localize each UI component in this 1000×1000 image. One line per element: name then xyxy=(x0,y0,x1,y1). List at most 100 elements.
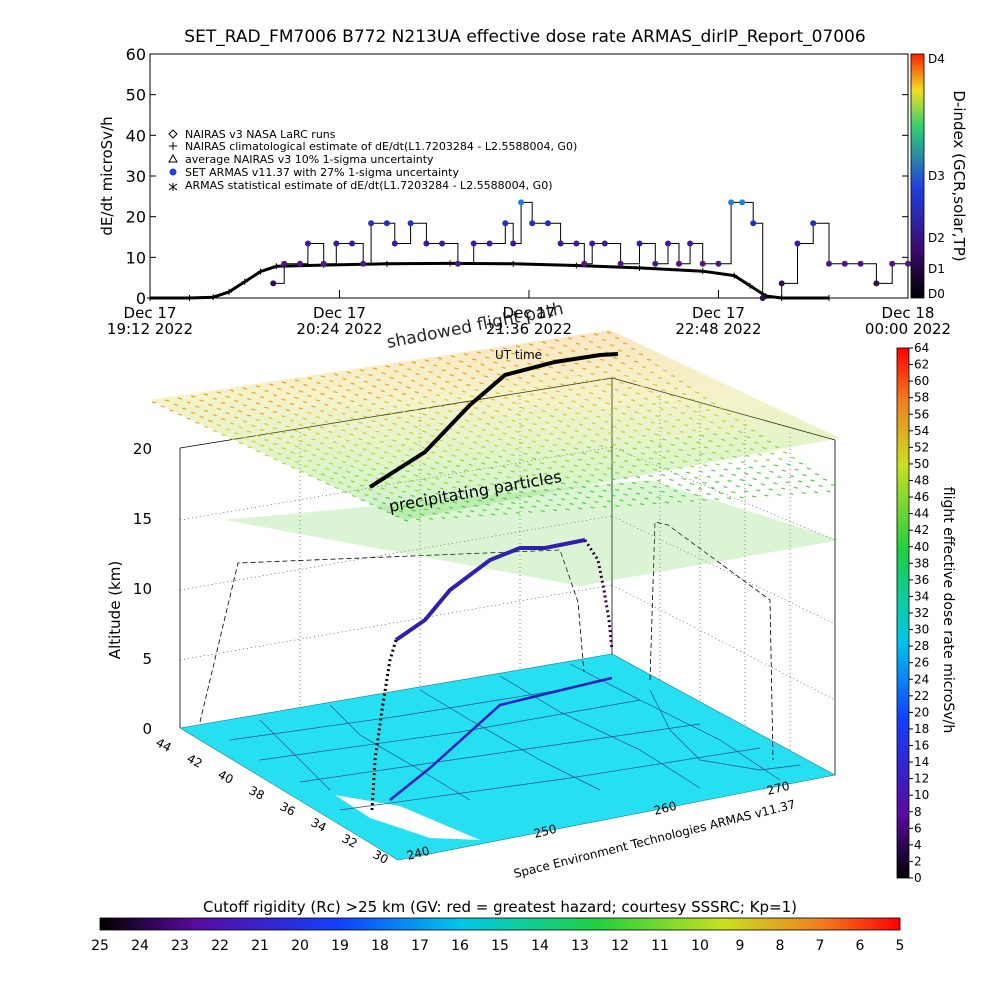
legend-label: NAIRAS climatological estimate of dE/dt(… xyxy=(185,140,577,153)
particle-mark xyxy=(472,441,478,444)
particle-mark xyxy=(648,474,653,477)
particle-mark xyxy=(710,402,716,405)
dose-tick-label: 62 xyxy=(914,358,929,372)
dose-tick-label: 12 xyxy=(914,772,929,786)
particle-mark xyxy=(324,420,329,423)
particle-mark xyxy=(677,399,682,402)
particle-mark xyxy=(298,390,304,393)
particle-mark xyxy=(418,402,423,405)
particle-mark xyxy=(773,464,779,467)
particle-mark xyxy=(674,387,679,390)
particle-mark xyxy=(693,410,698,413)
legend-label: ARMAS statistical estimate of dE/dt(L1.7… xyxy=(185,179,552,192)
particle-mark xyxy=(582,367,587,370)
particle-mark xyxy=(661,389,666,392)
particle-mark xyxy=(520,406,525,409)
particle-mark xyxy=(789,475,795,478)
particle-mark xyxy=(683,442,688,445)
particle-mark xyxy=(769,470,774,473)
particle-mark xyxy=(405,421,410,424)
particle-mark xyxy=(556,471,561,474)
dose-tick-label: 40 xyxy=(914,540,929,554)
particle-mark xyxy=(610,395,615,398)
particle-mark xyxy=(653,383,658,386)
particle-mark xyxy=(349,449,355,452)
particle-mark xyxy=(594,501,599,504)
particle-mark xyxy=(417,419,423,422)
particle-mark xyxy=(531,440,537,443)
particle-mark xyxy=(569,369,574,372)
particle-mark xyxy=(777,476,782,479)
particle-mark xyxy=(502,481,507,485)
particle-mark xyxy=(587,360,592,363)
particle-mark xyxy=(613,356,618,360)
nairas-point xyxy=(383,260,390,267)
nairas-point xyxy=(699,268,706,275)
particle-mark xyxy=(384,482,389,485)
particle-mark xyxy=(606,467,612,470)
particle-mark xyxy=(444,497,449,500)
particle-mark xyxy=(548,466,553,470)
particle-mark xyxy=(460,442,465,445)
particle-mark xyxy=(360,499,365,502)
armas-point xyxy=(715,260,722,267)
particle-mark xyxy=(452,486,457,489)
particle-mark xyxy=(485,456,490,459)
particle-mark xyxy=(818,484,823,487)
legend: NAIRAS v3 NASA LaRC runs NAIRAS climatol… xyxy=(168,128,577,192)
particle-mark xyxy=(682,392,687,396)
particle-mark xyxy=(349,433,355,436)
particle-mark xyxy=(337,384,343,387)
particle-mark xyxy=(556,454,562,458)
armas-point xyxy=(557,240,564,247)
particle-mark xyxy=(426,407,432,410)
particle-mark xyxy=(572,381,578,384)
dose-tick-label: 60 xyxy=(914,374,929,388)
particle-mark xyxy=(438,439,444,442)
particle-mark xyxy=(666,432,672,435)
dose-tick-label: 32 xyxy=(914,606,929,620)
nairas-point xyxy=(257,268,264,275)
armas-point xyxy=(841,260,848,267)
particle-mark xyxy=(468,430,474,433)
particle-mark xyxy=(527,429,533,432)
particle-mark xyxy=(514,364,519,367)
particle-mark xyxy=(656,479,662,482)
particle-mark xyxy=(358,454,363,457)
rc-tick-label: 25 xyxy=(91,938,109,954)
particle-mark xyxy=(491,398,496,401)
particle-mark xyxy=(573,481,578,484)
particle-mark xyxy=(199,399,204,402)
particle-mark xyxy=(221,434,226,437)
particle-mark xyxy=(608,432,613,435)
particle-mark xyxy=(698,487,703,491)
particle-mark xyxy=(518,475,524,478)
particle-mark xyxy=(443,450,448,453)
particle-mark xyxy=(627,487,632,490)
particle-mark xyxy=(405,485,411,488)
particle-mark xyxy=(396,416,402,419)
particle-mark xyxy=(790,456,796,459)
particle-mark xyxy=(316,463,321,466)
particle-mark xyxy=(512,401,517,404)
particle-mark xyxy=(464,485,469,488)
particle-mark xyxy=(229,389,235,392)
particle-mark xyxy=(290,451,295,454)
particle-mark xyxy=(577,458,583,461)
particle-mark xyxy=(413,425,418,428)
particle-mark xyxy=(590,372,595,376)
particle-mark xyxy=(616,369,621,372)
particle-mark xyxy=(246,398,252,401)
particle-mark xyxy=(225,428,230,431)
particle-mark xyxy=(428,517,434,520)
rc-tick-label: 7 xyxy=(816,938,825,954)
particle-mark xyxy=(560,482,566,485)
particle-mark xyxy=(432,512,437,515)
particle-mark xyxy=(555,390,560,393)
triangle-marker-icon xyxy=(168,153,178,163)
particle-mark xyxy=(465,401,470,405)
particle-mark xyxy=(456,496,461,499)
particle-mark xyxy=(640,452,646,455)
rc-tick-label: 14 xyxy=(531,938,549,954)
particle-mark xyxy=(363,398,368,401)
